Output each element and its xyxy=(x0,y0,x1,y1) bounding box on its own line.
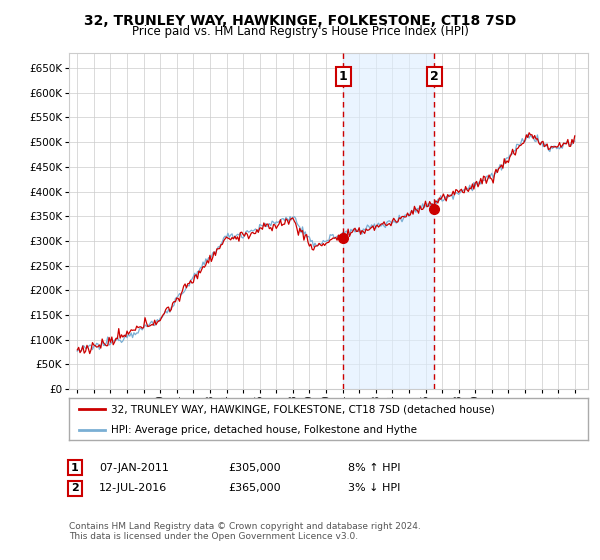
Text: HPI: Average price, detached house, Folkestone and Hythe: HPI: Average price, detached house, Folk… xyxy=(110,426,416,435)
Text: £305,000: £305,000 xyxy=(228,463,281,473)
Text: Price paid vs. HM Land Registry's House Price Index (HPI): Price paid vs. HM Land Registry's House … xyxy=(131,25,469,38)
Text: 32, TRUNLEY WAY, HAWKINGE, FOLKESTONE, CT18 7SD (detached house): 32, TRUNLEY WAY, HAWKINGE, FOLKESTONE, C… xyxy=(110,404,494,414)
Text: 07-JAN-2011: 07-JAN-2011 xyxy=(99,463,169,473)
Text: 1: 1 xyxy=(339,70,347,83)
Bar xyxy=(343,53,434,389)
Text: 1: 1 xyxy=(71,463,79,473)
Text: 12-JUL-2016: 12-JUL-2016 xyxy=(99,483,167,493)
Text: 32, TRUNLEY WAY, HAWKINGE, FOLKESTONE, CT18 7SD: 32, TRUNLEY WAY, HAWKINGE, FOLKESTONE, C… xyxy=(84,14,516,28)
Text: 2: 2 xyxy=(71,483,79,493)
Text: 8% ↑ HPI: 8% ↑ HPI xyxy=(348,463,401,473)
Text: Contains HM Land Registry data © Crown copyright and database right 2024.
This d: Contains HM Land Registry data © Crown c… xyxy=(69,522,421,542)
Text: £365,000: £365,000 xyxy=(228,483,281,493)
Text: 2: 2 xyxy=(430,70,439,83)
Text: 3% ↓ HPI: 3% ↓ HPI xyxy=(348,483,400,493)
